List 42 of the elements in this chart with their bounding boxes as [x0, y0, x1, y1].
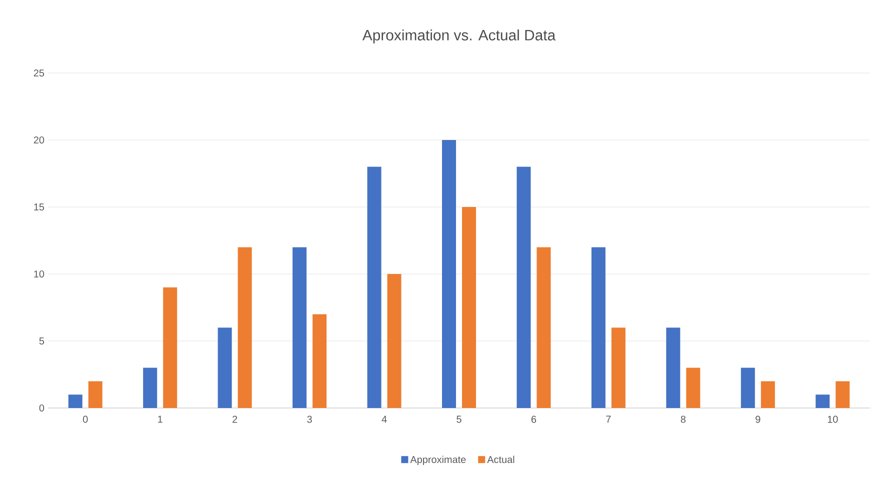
bar	[442, 140, 456, 408]
x-tick-label: 3	[307, 416, 312, 423]
x-tick-label: 6	[531, 416, 536, 423]
y-tick-label: 0	[39, 404, 44, 412]
bar	[740, 368, 755, 408]
bar	[312, 314, 327, 408]
bar	[591, 247, 606, 408]
bar	[760, 381, 775, 408]
y-tick-label: 20	[34, 136, 44, 144]
bar	[163, 287, 178, 408]
bar	[88, 381, 102, 408]
bar	[611, 328, 626, 408]
bar	[292, 247, 307, 408]
legend-label: Actual	[487, 456, 514, 464]
bar	[536, 247, 551, 408]
bar	[387, 274, 402, 408]
bar	[68, 394, 82, 408]
x-tick-label: 2	[232, 416, 238, 423]
y-tick-label: 15	[34, 204, 44, 210]
bar	[516, 166, 531, 408]
x-tick-label: 7	[606, 416, 611, 423]
x-tick-label: 0	[82, 416, 88, 423]
bar	[816, 394, 830, 408]
bar	[143, 368, 158, 408]
bar	[462, 207, 476, 408]
bar	[666, 328, 680, 408]
x-tick-label: 1	[158, 416, 162, 423]
bar	[686, 368, 700, 408]
x-tick-label: 5	[456, 416, 462, 423]
x-tick-label: 4	[382, 416, 387, 423]
y-tick-label: 25	[34, 69, 44, 77]
chart-title: Aproximation vs. Actual Data	[362, 29, 556, 44]
x-tick-label: 9	[756, 416, 760, 423]
bar	[836, 381, 850, 408]
x-tick-label: 8	[680, 416, 686, 423]
bar	[218, 328, 232, 408]
y-tick-label: 10	[34, 270, 44, 278]
bar	[367, 166, 382, 408]
bar	[238, 247, 252, 408]
x-tick-label: 10	[828, 416, 838, 423]
legend-label: Approximate	[410, 456, 466, 466]
y-tick-label: 5	[39, 338, 44, 344]
